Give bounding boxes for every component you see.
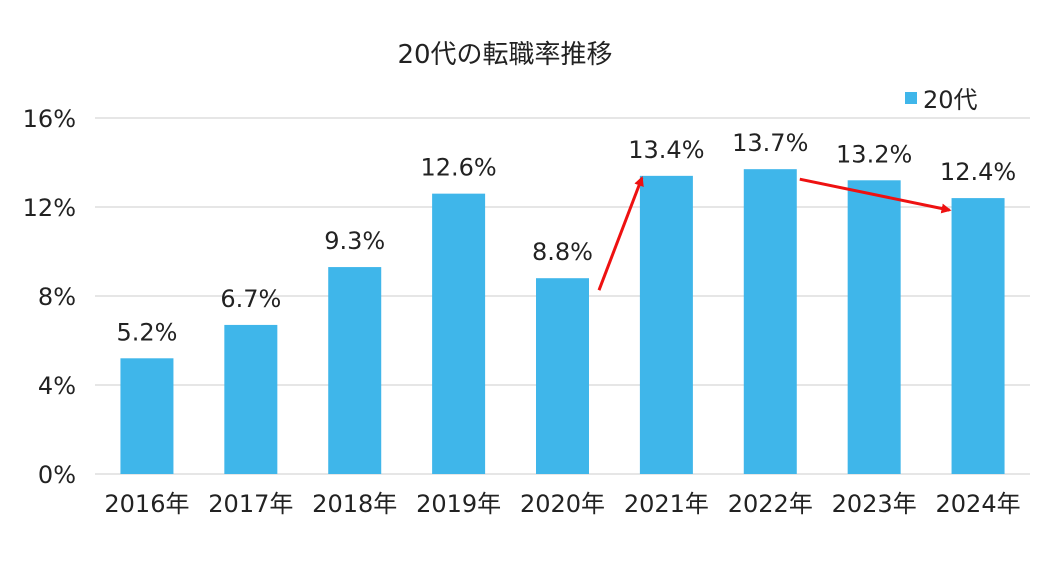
x-tick-label: 2022年 bbox=[728, 490, 813, 518]
bar bbox=[432, 193, 486, 474]
y-tick-label: 0% bbox=[38, 461, 76, 489]
x-tick-label: 2021年 bbox=[624, 490, 709, 518]
data-label: 6.7% bbox=[220, 285, 281, 313]
y-tick-label: 4% bbox=[38, 372, 76, 400]
data-label: 9.3% bbox=[324, 227, 385, 255]
data-label: 8.8% bbox=[532, 238, 593, 266]
trend-arrow bbox=[799, 177, 952, 214]
x-tick-label: 2023年 bbox=[832, 490, 917, 518]
legend: 20代 bbox=[905, 80, 978, 115]
y-tick-label: 12% bbox=[23, 194, 76, 222]
legend-label: 20代 bbox=[923, 86, 978, 114]
data-label: 5.2% bbox=[116, 318, 177, 346]
bar bbox=[328, 267, 382, 474]
x-tick-label: 2016年 bbox=[104, 490, 189, 518]
data-label: 13.2% bbox=[836, 140, 912, 168]
y-tick-label: 16% bbox=[23, 105, 76, 133]
data-label: 12.4% bbox=[940, 158, 1016, 186]
x-tick-label: 2020年 bbox=[520, 490, 605, 518]
x-tick-label: 2018年 bbox=[312, 490, 397, 518]
data-label: 12.6% bbox=[420, 154, 496, 182]
bar bbox=[743, 169, 797, 475]
x-tick-label: 2017年 bbox=[208, 490, 293, 518]
bar bbox=[847, 180, 901, 475]
bar bbox=[639, 175, 693, 474]
bar bbox=[120, 358, 174, 474]
chart-title: 20代の転職率推移 bbox=[397, 40, 613, 70]
x-tick-label: 2024年 bbox=[936, 490, 1021, 518]
trend-arrow bbox=[597, 175, 644, 291]
x-tick-label: 2019年 bbox=[416, 490, 501, 518]
bar bbox=[951, 198, 1005, 474]
legend-swatch bbox=[905, 91, 917, 104]
data-label: 13.4% bbox=[628, 136, 704, 164]
data-label: 13.7% bbox=[732, 129, 808, 157]
y-tick-label: 8% bbox=[38, 283, 76, 311]
bar bbox=[536, 278, 589, 474]
bar bbox=[224, 324, 278, 474]
